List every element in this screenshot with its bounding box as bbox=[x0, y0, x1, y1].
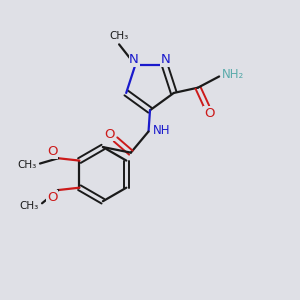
Text: O: O bbox=[104, 128, 114, 141]
Text: NH: NH bbox=[153, 124, 170, 137]
Text: N: N bbox=[161, 53, 171, 66]
Text: CH₃: CH₃ bbox=[17, 160, 36, 170]
Text: CH₃: CH₃ bbox=[110, 31, 129, 41]
Text: N: N bbox=[129, 53, 139, 66]
Text: O: O bbox=[47, 145, 58, 158]
Text: NH₂: NH₂ bbox=[222, 68, 244, 81]
Text: CH₃: CH₃ bbox=[19, 201, 38, 211]
Text: O: O bbox=[47, 191, 58, 204]
Text: O: O bbox=[204, 107, 214, 120]
